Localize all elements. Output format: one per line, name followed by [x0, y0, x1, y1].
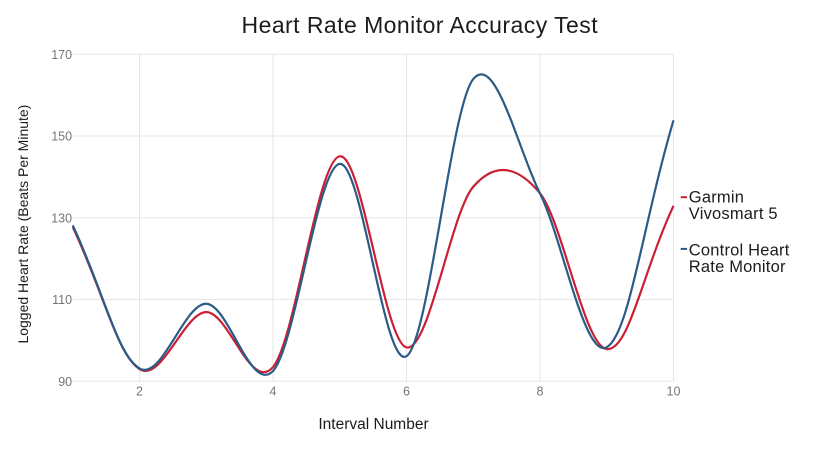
- svg-text:110: 110: [52, 293, 72, 307]
- svg-text:Heart Rate Monitor Accuracy Te: Heart Rate Monitor Accuracy Test: [242, 12, 599, 38]
- svg-text:Garmin: Garmin: [689, 188, 744, 206]
- svg-text:Interval Number: Interval Number: [318, 416, 428, 433]
- svg-text:2: 2: [136, 385, 143, 399]
- svg-text:Vivosmart 5: Vivosmart 5: [689, 205, 778, 223]
- svg-text:8: 8: [537, 385, 544, 399]
- svg-text:150: 150: [51, 130, 72, 144]
- svg-text:90: 90: [58, 375, 72, 389]
- svg-text:6: 6: [403, 385, 410, 399]
- svg-text:Control Heart: Control Heart: [689, 241, 790, 259]
- svg-text:Rate Monitor: Rate Monitor: [689, 258, 786, 276]
- svg-text:170: 170: [51, 48, 72, 62]
- svg-text:10: 10: [667, 385, 681, 399]
- svg-text:4: 4: [270, 385, 277, 399]
- svg-text:130: 130: [51, 211, 72, 225]
- svg-text:Logged Heart Rate (Beats Per M: Logged Heart Rate (Beats Per Minute): [15, 105, 31, 344]
